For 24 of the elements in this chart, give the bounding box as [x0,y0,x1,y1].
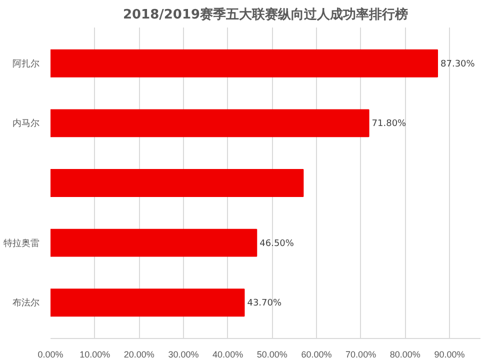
x-tick-label: 10.00% [80,350,110,360]
chart-title: 2018/2019赛季五大联赛纵向过人成功率排行榜 [122,6,408,22]
x-tick-label: 60.00% [301,350,332,360]
bar [50,49,438,78]
data-label: 43.70% [247,298,282,309]
y-tick-label: 内马尔 [12,118,40,128]
data-label: 87.30% [440,59,476,70]
bar [50,228,258,257]
bar [50,288,245,317]
y-tick-label: 特拉奥雷 [4,238,40,248]
data-label: 71.80% [372,119,407,130]
x-tick-label: 20.00% [124,350,154,360]
y-tick-label: 布法尔 [12,298,40,308]
x-tick-label: 0.00% [38,350,64,360]
x-tick-label: 80.00% [390,350,420,360]
x-tick-label: 90.00% [434,350,465,360]
bar [50,109,370,138]
x-tick-label: 40.00% [212,350,244,360]
bar [50,169,304,197]
x-tick-label: 30.00% [168,350,199,360]
data-label: 46.50% [260,238,294,249]
x-tick-label: 70.00% [346,350,376,360]
x-tick-label: 50.00% [256,350,288,360]
y-tick-label: 阿扎尔 [12,58,40,68]
